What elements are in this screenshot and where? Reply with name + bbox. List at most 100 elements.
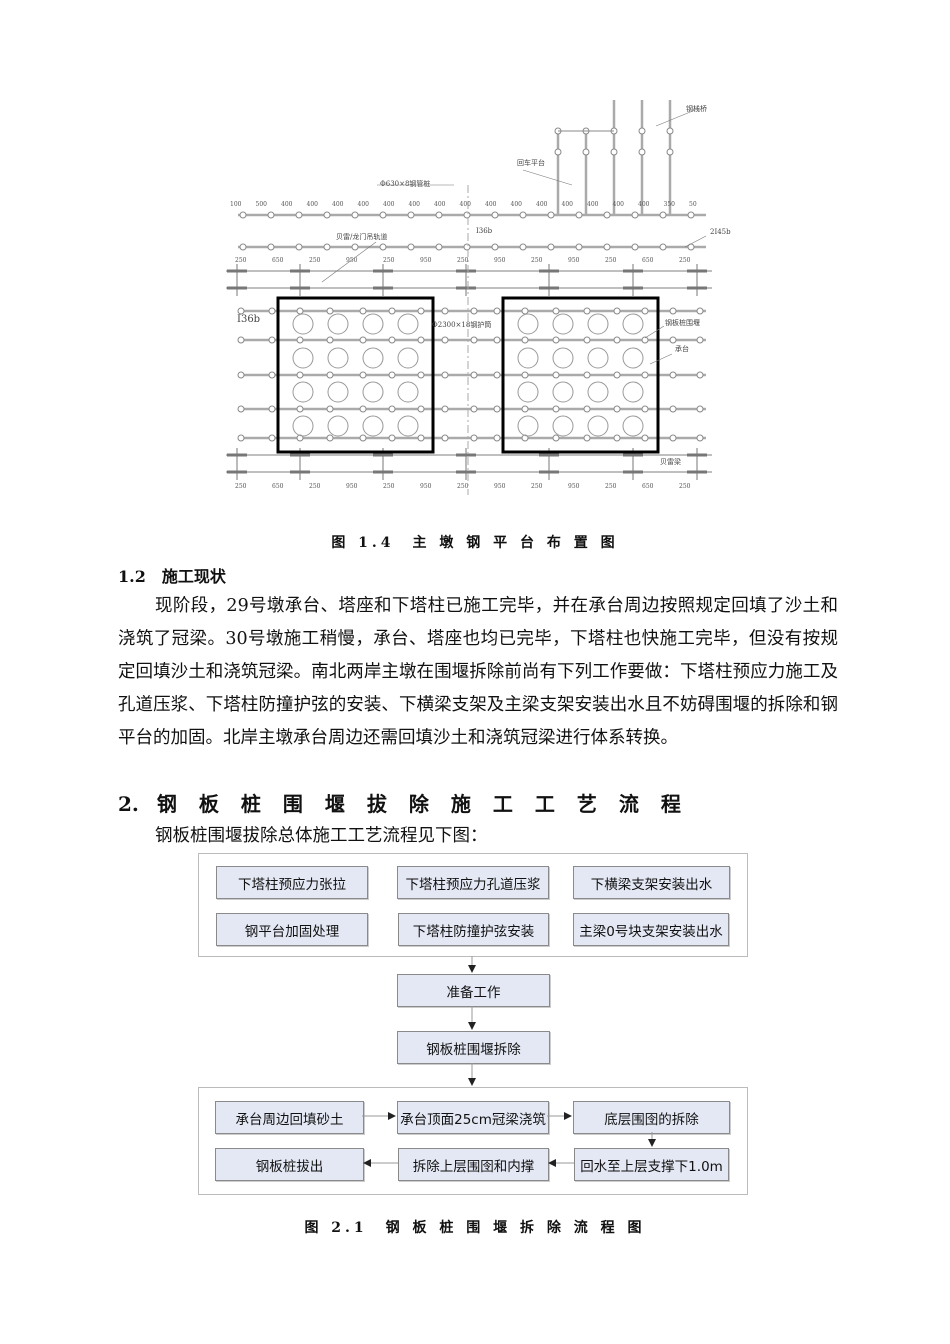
- dimension-label: 650: [272, 483, 284, 490]
- steel-casing: [622, 381, 644, 403]
- pipe-pile: [268, 371, 276, 379]
- pipe-pile: [326, 307, 334, 315]
- flow-box: 拆除上层围囹和内撑: [398, 1148, 549, 1181]
- dimension-label: 400: [511, 201, 523, 208]
- steel-casing: [327, 381, 349, 403]
- dimension-label: 250: [383, 483, 395, 490]
- steel-casing: [362, 347, 384, 369]
- pipe-pile: [296, 434, 304, 442]
- section-1-2-heading: 1.2 施工现状: [118, 567, 226, 586]
- pipe-pile: [441, 336, 449, 344]
- pipe-pile: [388, 336, 396, 344]
- pipe-pile: [493, 371, 501, 379]
- pipe-pile: [359, 371, 367, 379]
- pipe-pile: [659, 211, 667, 219]
- steel-casing: [397, 313, 419, 335]
- pipe-pile: [631, 211, 639, 219]
- dimension-label: 250: [679, 483, 691, 490]
- flow-box: 主梁0号块支架安装出水: [573, 913, 729, 946]
- drawing-label-casing: Φ2300×18钢护筒: [432, 320, 491, 329]
- pipe-pile: [470, 434, 478, 442]
- pipe-pile: [351, 243, 359, 251]
- steel-casing: [552, 381, 574, 403]
- dimension-label: 400: [536, 201, 548, 208]
- dimension-label: 950: [346, 257, 358, 264]
- pipe-pile: [696, 434, 704, 442]
- dimension-label: 650: [642, 257, 654, 264]
- pipe-pile: [237, 336, 245, 344]
- pipe-pile: [631, 243, 639, 251]
- pipe-pile: [491, 243, 499, 251]
- dimension-label: 400: [638, 201, 650, 208]
- pipe-pile: [326, 336, 334, 344]
- pipe-pile: [407, 211, 415, 219]
- pipe-pile: [268, 307, 276, 315]
- pipe-pile: [641, 405, 649, 413]
- pipe-pile: [417, 434, 425, 442]
- pipe-pile: [441, 405, 449, 413]
- pipe-pile: [388, 371, 396, 379]
- pipe-pile: [669, 405, 677, 413]
- pipe-pile: [669, 336, 677, 344]
- pipe-pile: [666, 148, 674, 156]
- dimension-label: 400: [358, 201, 370, 208]
- dimension-label: 400: [434, 201, 446, 208]
- pipe-pile: [435, 243, 443, 251]
- pipe-pile: [669, 371, 677, 379]
- dimension-label: 400: [307, 201, 319, 208]
- drawing-label-cofferdam: 钢板桩围堰: [665, 318, 700, 327]
- pipe-pile: [388, 434, 396, 442]
- flow-box: 下塔柱预应力孔道压浆: [397, 866, 549, 899]
- pipe-pile: [583, 371, 591, 379]
- steel-casing: [622, 313, 644, 335]
- pipe-pile: [641, 336, 649, 344]
- pipe-pile: [641, 434, 649, 442]
- pipe-pile: [521, 336, 529, 344]
- flow-box: 下塔柱防撞护弦安装: [398, 913, 549, 946]
- pipe-pile: [237, 434, 245, 442]
- pipe-pile: [435, 211, 443, 219]
- pipe-pile: [521, 371, 529, 379]
- dimension-label: 400: [332, 201, 344, 208]
- section-number: 2.: [118, 792, 139, 816]
- flow-box: 底层围囹的拆除: [573, 1101, 730, 1134]
- steel-casing: [362, 381, 384, 403]
- pipe-pile: [323, 243, 331, 251]
- pipe-pile: [326, 371, 334, 379]
- pipe-pile: [641, 307, 649, 315]
- pipe-pile: [295, 211, 303, 219]
- pipe-pile: [582, 148, 590, 156]
- leader-line: [649, 353, 673, 365]
- pipe-pile: [441, 371, 449, 379]
- steel-casing: [622, 415, 644, 437]
- flow-box: 承台顶面25cm冠梁浇筑: [397, 1101, 549, 1134]
- steel-casing: [587, 313, 609, 335]
- dimension-label: 250: [235, 483, 247, 490]
- pipe-pile: [463, 243, 471, 251]
- pipe-pile: [575, 211, 583, 219]
- pipe-pile: [267, 243, 275, 251]
- pipe-pile: [296, 336, 304, 344]
- pipe-pile: [417, 307, 425, 315]
- dimension-label: 400: [562, 201, 574, 208]
- steel-casing: [622, 347, 644, 369]
- steel-casing: [327, 347, 349, 369]
- pipe-pile: [237, 405, 245, 413]
- pipe-pile: [441, 434, 449, 442]
- pipe-pile: [696, 307, 704, 315]
- pipe-pile: [493, 336, 501, 344]
- flow-box: 钢平台加固处理: [216, 913, 368, 946]
- pipe-pile: [613, 434, 621, 442]
- pipe-pile: [552, 307, 560, 315]
- steel-casing: [327, 415, 349, 437]
- dimension-label: 350: [664, 201, 676, 208]
- pipe-pile: [493, 307, 501, 315]
- dimension-label: 400: [613, 201, 625, 208]
- pipe-pile: [696, 336, 704, 344]
- steel-casing: [517, 381, 539, 403]
- pipe-pile: [613, 405, 621, 413]
- steel-casing: [292, 415, 314, 437]
- steel-casing: [552, 313, 574, 335]
- leader-line: [522, 169, 573, 186]
